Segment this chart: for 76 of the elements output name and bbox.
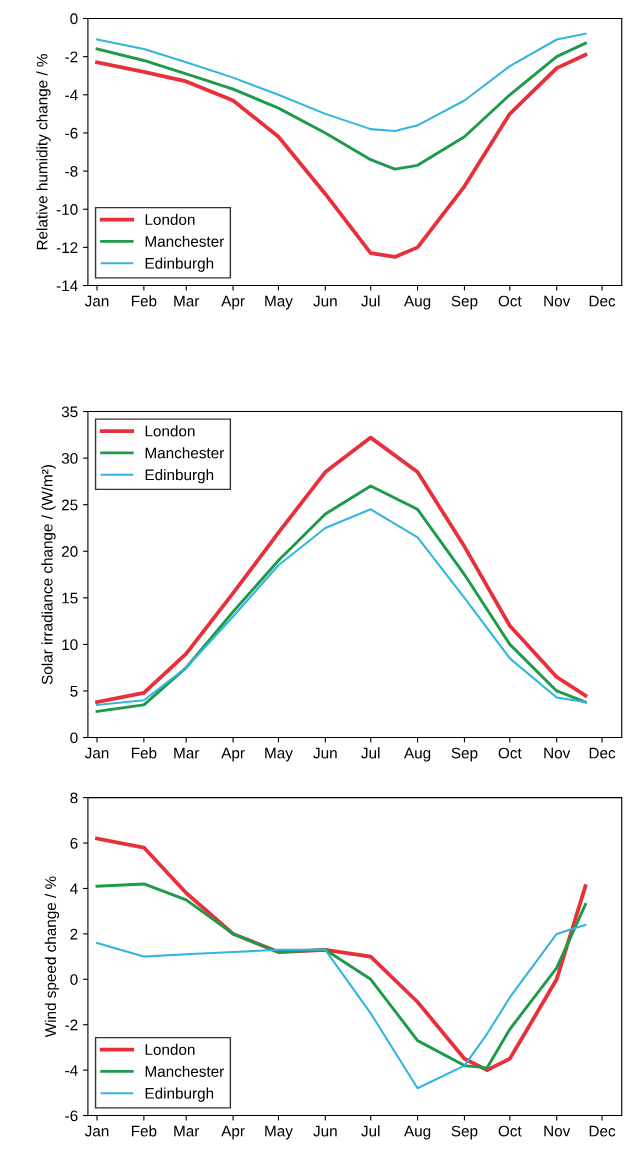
x-tick-label: Aug (404, 747, 431, 762)
line-series (95, 32, 587, 133)
legend-label: Edinburgh (145, 257, 214, 272)
legend-label: Edinburgh (145, 469, 214, 484)
x-tick-label: Aug (404, 295, 431, 310)
y-tick-label: 0 (70, 732, 78, 744)
y-tick-label: 6 (70, 837, 78, 849)
y-tick-label: 8 (70, 792, 78, 804)
x-tick-label: Sep (451, 1125, 478, 1140)
line-series (95, 435, 588, 705)
x-tick-label: May (265, 295, 293, 310)
y-tick-label: -2 (65, 51, 78, 63)
x-tick-label: Oct (498, 295, 522, 307)
x-tick-label: Feb (131, 295, 157, 307)
y-tick-label: 10 (62, 639, 78, 651)
y-tick-label: -14 (56, 280, 78, 292)
x-tick-label: Aug (404, 1125, 431, 1140)
line-series (95, 41, 587, 171)
y-tick-label: 2 (70, 928, 78, 940)
x-tick-label: Jun (313, 295, 337, 307)
x-tick-label: Jul (361, 747, 380, 759)
y-axis-title: Relative humidity change / % (36, 54, 51, 250)
x-tick-label: Dec (589, 1125, 616, 1137)
x-tick-label: Dec (589, 295, 616, 307)
x-tick-label: Mar (174, 747, 200, 759)
x-tick-label: Oct (498, 747, 522, 759)
y-tick-label: 20 (61, 546, 78, 557)
x-tick-label: Jan (84, 1125, 109, 1137)
y-tick-label: -4 (65, 1065, 78, 1076)
y-tick-label: 0 (70, 13, 78, 25)
y-tick-label: 25 (61, 499, 78, 511)
x-tick-label: Jan (84, 295, 109, 307)
y-axis-title: Solar irradiance change / (W/m²) (41, 465, 56, 685)
x-tick-label: Jul (361, 295, 380, 307)
x-tick-label: Feb (131, 1125, 157, 1137)
x-tick-label: Nov (544, 747, 571, 759)
legend-label: Manchester (145, 447, 225, 459)
x-tick-label: Mar (174, 295, 200, 307)
x-tick-label: Mar (174, 1125, 200, 1137)
y-tick-label: 0 (70, 974, 78, 985)
x-tick-label: Jan (84, 747, 109, 759)
x-tick-label: May (265, 1125, 293, 1140)
x-tick-label: Nov (544, 295, 571, 307)
legend-label: London (145, 213, 195, 225)
x-tick-label: Jun (313, 747, 337, 759)
x-tick-label: Dec (589, 747, 616, 759)
y-tick-label: -10 (56, 204, 78, 215)
x-tick-label: Nov (544, 1125, 571, 1137)
x-tick-label: Apr (221, 1125, 245, 1140)
line-series (95, 52, 588, 259)
y-tick-label: 30 (61, 452, 78, 464)
x-tick-label: Jul (361, 1125, 380, 1137)
x-tick-label: Sep (451, 747, 478, 762)
x-tick-label: May (265, 747, 293, 762)
x-tick-label: Apr (221, 747, 245, 762)
legend-label: Manchester (145, 235, 225, 247)
y-tick-label: 35 (61, 406, 78, 418)
x-tick-label: Jun (313, 1125, 337, 1137)
x-tick-label: Feb (131, 747, 157, 759)
legend-label: Edinburgh (145, 1087, 214, 1102)
x-tick-label: Apr (221, 295, 245, 310)
x-tick-label: Sep (451, 295, 478, 310)
y-tick-label: -6 (65, 127, 78, 139)
y-tick-label: 15 (62, 592, 78, 604)
y-tick-label: -12 (56, 242, 78, 253)
legend-label: London (145, 425, 195, 437)
x-tick-label: Oct (498, 1125, 522, 1137)
legend-label: Manchester (145, 1065, 225, 1077)
y-axis-title: Wind speed change / % (44, 876, 60, 1038)
y-tick-label: -8 (65, 165, 78, 177)
y-tick-label: 4 (70, 883, 78, 894)
y-tick-label: -4 (65, 89, 78, 101)
legend-label: London (145, 1043, 195, 1056)
y-tick-label: -6 (65, 1110, 78, 1122)
y-tick-label: 5 (70, 685, 78, 697)
y-tick-label: -2 (65, 1019, 78, 1031)
